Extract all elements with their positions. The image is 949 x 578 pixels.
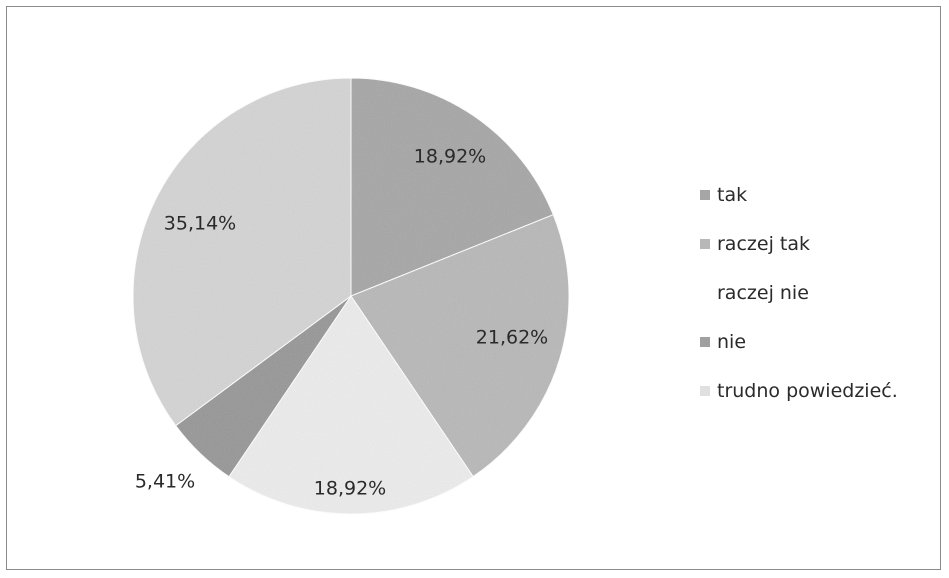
- legend: tak raczej tak raczej nie nie trudno pow…: [700, 183, 898, 428]
- slice-label-nie: 5,41%: [135, 471, 195, 493]
- pie-slice-raczej-tak: [350, 214, 570, 478]
- legend-swatch-trudno-powiedziec: [700, 386, 710, 396]
- legend-item-raczej-nie: raczej nie: [700, 281, 898, 305]
- slice-label-trudno-powiedziec: 35,14%: [164, 213, 236, 235]
- legend-label-raczej-tak: raczej tak: [717, 233, 810, 255]
- legend-swatch-nie: [700, 337, 710, 347]
- legend-swatch-tak: [700, 190, 710, 200]
- legend-label-tak: tak: [717, 184, 748, 206]
- slice-label-raczej-tak: 21,62%: [476, 327, 548, 349]
- legend-label-trudno-powiedziec: trudno powiedzieć.: [717, 380, 898, 402]
- pie-labels: 18,92% 21,62% 18,92% 5,41% 35,14%: [135, 146, 548, 500]
- pie-slice-trudno-powiedziec: [132, 77, 352, 427]
- legend-item-raczej-tak: raczej tak: [700, 232, 898, 256]
- legend-swatch-raczej-nie: [700, 288, 710, 298]
- legend-swatch-raczej-tak: [700, 239, 710, 249]
- pie-slices: [132, 77, 570, 515]
- legend-item-tak: tak: [700, 183, 898, 207]
- slice-label-tak: 18,92%: [414, 146, 486, 168]
- pie-slice-tak: [350, 77, 554, 297]
- pie-slice-raczej-nie: [228, 295, 474, 515]
- legend-label-raczej-nie: raczej nie: [717, 282, 809, 304]
- slice-label-raczej-nie: 18,92%: [314, 478, 386, 500]
- legend-item-trudno-powiedziec: trudno powiedzieć.: [700, 379, 898, 403]
- legend-item-nie: nie: [700, 330, 898, 354]
- legend-label-nie: nie: [717, 331, 747, 353]
